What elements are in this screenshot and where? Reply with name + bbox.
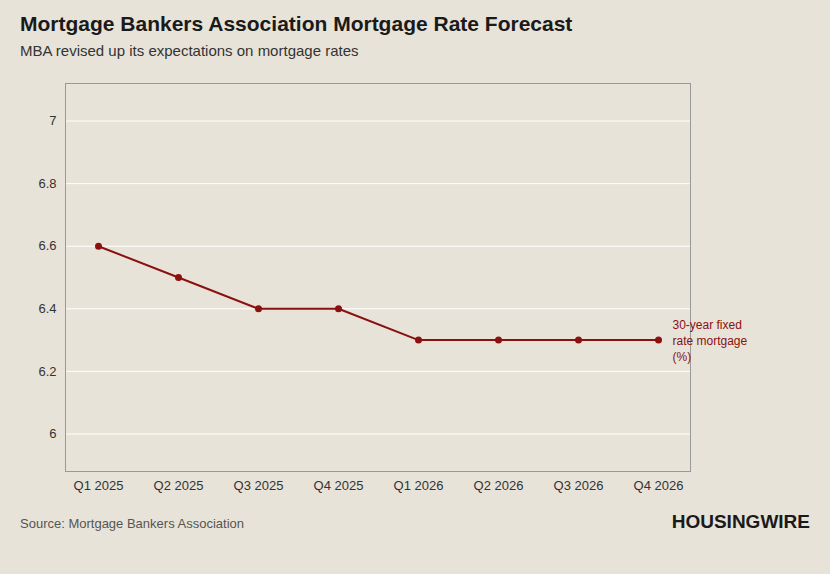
- svg-text:Q1 2025: Q1 2025: [74, 478, 124, 493]
- svg-text:Q3 2026: Q3 2026: [554, 478, 604, 493]
- svg-text:7: 7: [49, 113, 56, 128]
- svg-text:Q4 2026: Q4 2026: [634, 478, 684, 493]
- svg-text:Q4 2025: Q4 2025: [314, 478, 364, 493]
- html-text:Source: Mortgage Bankers Assoc: Source: Mortgage Bankers Association: [20, 516, 244, 531]
- svg-text:Q3 2025: Q3 2025: [234, 478, 284, 493]
- svg-text:Q2 2025: Q2 2025: [154, 478, 204, 493]
- svg-text:Q2 2026: Q2 2026: [474, 478, 524, 493]
- svg-text:6.4: 6.4: [38, 301, 56, 316]
- html-text:HOUSINGWIRE: HOUSINGWIRE: [671, 511, 810, 532]
- svg-text:6.8: 6.8: [38, 176, 56, 191]
- svg-text:6: 6: [49, 426, 56, 441]
- html-text:MBA revised up its expectation: MBA revised up its expectations on mortg…: [20, 42, 359, 59]
- svg-text:30-year fixedrate mortgage(%): 30-year fixedrate mortgage(%): [673, 318, 748, 363]
- svg-text:6.2: 6.2: [38, 364, 56, 379]
- svg-text:6.6: 6.6: [38, 238, 56, 253]
- html-text:Mortgage Bankers Association M: Mortgage Bankers Association Mortgage Ra…: [20, 12, 573, 35]
- svg-text:Q1 2026: Q1 2026: [394, 478, 444, 493]
